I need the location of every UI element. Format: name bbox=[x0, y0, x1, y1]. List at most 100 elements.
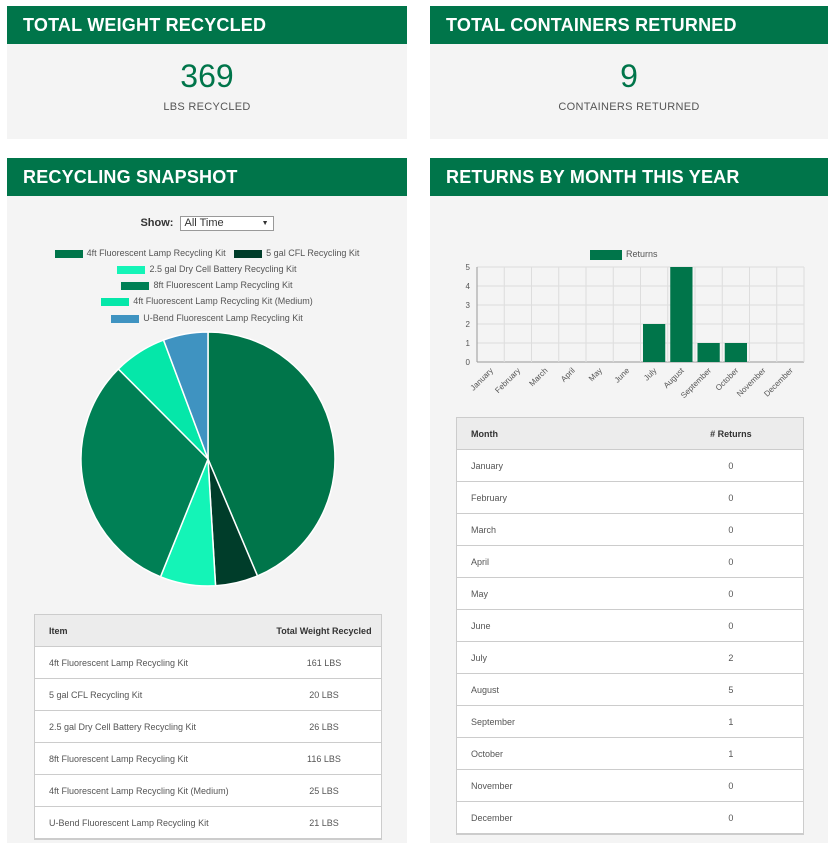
table-row: August 5 bbox=[457, 673, 803, 706]
month-returns: 0 bbox=[658, 513, 803, 546]
table-row: February 0 bbox=[457, 481, 803, 514]
total-containers-value: 9 bbox=[620, 58, 638, 94]
pie-legend-item: U-Bend Fluorescent Lamp Recycling Kit bbox=[111, 313, 303, 323]
item-name: 2.5 gal Dry Cell Battery Recycling Kit bbox=[35, 710, 267, 743]
x-tick-label: February bbox=[493, 366, 522, 395]
table-row: March 0 bbox=[457, 513, 803, 546]
month-name: July bbox=[457, 641, 659, 674]
month-name: August bbox=[457, 673, 659, 706]
total-weight-panel: TOTAL WEIGHT RECYCLED 369 LBS RECYCLED bbox=[7, 6, 407, 139]
table-row: January 0 bbox=[457, 449, 803, 482]
month-returns: 0 bbox=[658, 577, 803, 610]
item-name: 8ft Fluorescent Lamp Recycling Kit bbox=[35, 742, 267, 775]
y-tick-label: 2 bbox=[466, 320, 471, 329]
month-name: June bbox=[457, 609, 659, 642]
x-tick-label: December bbox=[762, 366, 795, 399]
recycling-snapshot-panel: RECYCLING SNAPSHOT Show: All Time ▼ 4ft … bbox=[7, 158, 407, 843]
item-weight: 26 LBS bbox=[266, 710, 381, 743]
table-row: December 0 bbox=[457, 801, 803, 834]
total-weight-label: LBS RECYCLED bbox=[163, 101, 251, 113]
pie-legend-row-1: 4ft Fluorescent Lamp Recycling Kit 5 gal… bbox=[7, 248, 407, 258]
month-name: February bbox=[457, 481, 659, 514]
pie-legend-row-5: U-Bend Fluorescent Lamp Recycling Kit bbox=[7, 313, 407, 323]
x-tick-label: May bbox=[587, 366, 604, 383]
pie-slice-5 bbox=[162, 331, 209, 460]
month-name: September bbox=[457, 705, 659, 738]
month-returns: 1 bbox=[658, 737, 803, 770]
legend-swatch-1 bbox=[234, 249, 263, 258]
time-range-selected: All Time bbox=[184, 217, 224, 229]
month-returns: 1 bbox=[658, 705, 803, 738]
y-tick-label: 3 bbox=[466, 301, 471, 310]
month-name: November bbox=[457, 769, 659, 802]
bar-july bbox=[643, 324, 666, 362]
x-tick-label: June bbox=[613, 366, 632, 385]
item-weight: 25 LBS bbox=[266, 774, 381, 807]
legend-label: U-Bend Fluorescent Lamp Recycling Kit bbox=[143, 313, 303, 323]
month-returns: 0 bbox=[658, 545, 803, 578]
pie-legend-item: 5 gal CFL Recycling Kit bbox=[234, 248, 359, 258]
table-row: June 0 bbox=[457, 609, 803, 642]
item-weight: 161 LBS bbox=[266, 646, 381, 679]
month-name: October bbox=[457, 737, 659, 770]
x-tick-label: April bbox=[559, 366, 577, 384]
column-header-returns: # Returns bbox=[658, 418, 803, 450]
y-tick-label: 0 bbox=[466, 358, 471, 367]
bar-legend-swatch bbox=[590, 249, 622, 260]
show-label: Show: bbox=[140, 217, 174, 230]
bar-legend-label: Returns bbox=[626, 249, 658, 259]
total-containers-label: CONTAINERS RETURNED bbox=[558, 101, 700, 113]
month-returns: 0 bbox=[658, 481, 803, 514]
legend-label: 4ft Fluorescent Lamp Recycling Kit bbox=[86, 248, 226, 258]
legend-swatch-0 bbox=[54, 249, 83, 258]
show-filter-row: Show: All Time ▼ bbox=[7, 216, 407, 231]
item-weight: 20 LBS bbox=[266, 678, 381, 711]
pie-slice-0 bbox=[207, 331, 336, 577]
column-header-weight: Total Weight Recycled bbox=[266, 615, 381, 647]
recycling-pie-chart bbox=[80, 331, 336, 587]
table-row: November 0 bbox=[457, 769, 803, 802]
pie-legend-item: 4ft Fluorescent Lamp Recycling Kit bbox=[54, 248, 226, 258]
month-name: December bbox=[457, 801, 659, 834]
x-tick-label: March bbox=[527, 366, 549, 388]
table-header-row: Month # Returns bbox=[457, 418, 803, 450]
item-name: 5 gal CFL Recycling Kit bbox=[35, 678, 267, 711]
month-name: March bbox=[457, 513, 659, 546]
x-tick-label: January bbox=[469, 366, 495, 392]
month-returns: 0 bbox=[658, 609, 803, 642]
y-tick-label: 5 bbox=[466, 263, 471, 272]
month-name: April bbox=[457, 545, 659, 578]
legend-swatch-3 bbox=[121, 281, 150, 290]
time-range-select[interactable]: All Time ▼ bbox=[179, 216, 274, 231]
month-name: May bbox=[457, 577, 659, 610]
y-tick-label: 1 bbox=[466, 339, 471, 348]
legend-label: 2.5 gal Dry Cell Battery Recycling Kit bbox=[149, 264, 297, 274]
month-returns: 0 bbox=[658, 449, 803, 482]
pie-legend-row-4: 4ft Fluorescent Lamp Recycling Kit (Medi… bbox=[7, 296, 407, 306]
dropdown-arrow-icon: ▼ bbox=[261, 220, 269, 227]
table-row: September 1 bbox=[457, 705, 803, 738]
legend-swatch-4 bbox=[101, 297, 130, 306]
month-returns: 0 bbox=[658, 769, 803, 802]
month-returns: 0 bbox=[658, 801, 803, 834]
item-name: U-Bend Fluorescent Lamp Recycling Kit bbox=[35, 806, 267, 839]
pie-legend-item: 2.5 gal Dry Cell Battery Recycling Kit bbox=[117, 264, 297, 274]
legend-label: 8ft Fluorescent Lamp Recycling Kit bbox=[153, 280, 293, 290]
pie-slice-3 bbox=[80, 367, 209, 578]
item-name: 4ft Fluorescent Lamp Recycling Kit bbox=[35, 646, 267, 679]
table-header-row: Item Total Weight Recycled bbox=[35, 615, 381, 647]
x-tick-label: October bbox=[714, 366, 741, 393]
item-weight: 116 LBS bbox=[266, 742, 381, 775]
pie-legend-item: 8ft Fluorescent Lamp Recycling Kit bbox=[121, 280, 293, 290]
total-weight-value: 369 bbox=[180, 58, 234, 94]
table-row: 8ft Fluorescent Lamp Recycling Kit 116 LB… bbox=[35, 742, 381, 775]
table-row: October 1 bbox=[457, 737, 803, 770]
table-row: 4ft Fluorescent Lamp Recycling Kit 161 LB… bbox=[35, 646, 381, 679]
pie-legend-row-2: 2.5 gal Dry Cell Battery Recycling Kit bbox=[7, 264, 407, 274]
total-weight-title: TOTAL WEIGHT RECYCLED bbox=[7, 6, 407, 44]
bar-october bbox=[724, 343, 747, 362]
month-name: January bbox=[457, 449, 659, 482]
item-name: 4ft Fluorescent Lamp Recycling Kit (Medi… bbox=[35, 774, 267, 807]
table-row: U-Bend Fluorescent Lamp Recycling Kit 21 … bbox=[35, 806, 381, 839]
